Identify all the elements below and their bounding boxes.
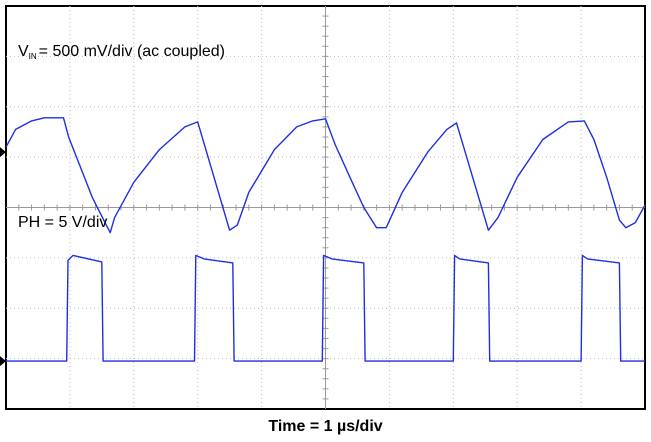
marker-layer [0, 147, 6, 367]
grid-layer [6, 6, 645, 409]
trace-layer [5, 117, 646, 362]
vin-ground-marker [0, 147, 6, 158]
vin-label-subscript: IN [29, 52, 37, 61]
ph-ground-marker [0, 356, 6, 367]
ph-channel-label: PH = 5 V/div [18, 214, 107, 231]
vin-trace [5, 117, 646, 234]
vin-channel-label: VIN = 500 mV/div (ac coupled) [18, 43, 225, 61]
vin-label-main: V [18, 43, 29, 60]
vin-label-rest: = 500 mV/div (ac coupled) [39, 43, 225, 60]
oscilloscope-plot: VIN = 500 mV/div (ac coupled) PH = 5 V/di… [0, 5, 646, 410]
time-axis-label: Time = 1 µs/div [268, 418, 383, 435]
ph-trace [6, 254, 645, 362]
